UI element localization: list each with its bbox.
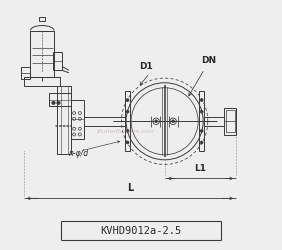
Bar bbox=[39, 17, 45, 20]
Bar bbox=[224, 108, 236, 135]
Bar bbox=[199, 91, 204, 151]
Circle shape bbox=[57, 101, 60, 104]
Text: iButterflyValve.com: iButterflyValve.com bbox=[97, 129, 155, 134]
Text: L: L bbox=[127, 183, 133, 193]
Circle shape bbox=[200, 130, 203, 132]
Circle shape bbox=[126, 98, 129, 102]
Text: n-φ/d: n-φ/d bbox=[69, 149, 89, 158]
Circle shape bbox=[172, 120, 175, 123]
Circle shape bbox=[52, 101, 55, 104]
Bar bbox=[226, 110, 235, 132]
Text: KVHD9012a-2.5: KVHD9012a-2.5 bbox=[100, 226, 182, 236]
Bar bbox=[21, 66, 30, 79]
Circle shape bbox=[200, 110, 203, 113]
Circle shape bbox=[155, 120, 158, 123]
Text: L1: L1 bbox=[194, 164, 206, 173]
Circle shape bbox=[126, 110, 129, 113]
Circle shape bbox=[126, 130, 129, 132]
Circle shape bbox=[126, 141, 129, 144]
Bar bbox=[71, 100, 84, 139]
Bar bbox=[49, 93, 71, 106]
Bar bbox=[125, 91, 130, 151]
Text: DN: DN bbox=[201, 56, 216, 65]
Text: D1: D1 bbox=[139, 62, 153, 71]
Bar bbox=[54, 52, 62, 70]
Circle shape bbox=[200, 98, 203, 102]
Circle shape bbox=[200, 141, 203, 144]
Bar bbox=[24, 76, 60, 86]
Bar bbox=[57, 86, 71, 154]
Bar bbox=[30, 30, 54, 76]
